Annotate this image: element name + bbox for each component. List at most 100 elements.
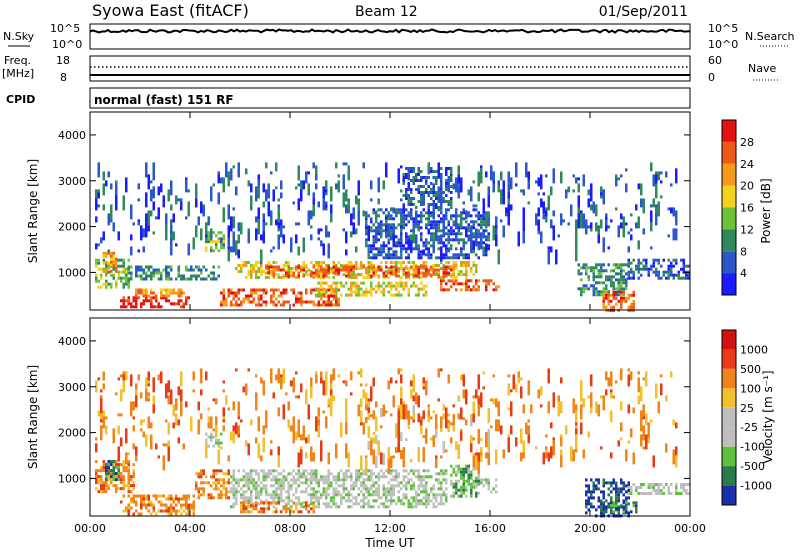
velocity-echo-cell (372, 499, 375, 503)
power-echo-cell (342, 174, 345, 190)
power-echo-cell (125, 273, 128, 277)
power-echo-cell (400, 165, 403, 169)
power-echo-cell (317, 264, 320, 267)
power-echo-cell (410, 284, 413, 288)
power-echo-cell (235, 303, 238, 307)
velocity-echo-cell (277, 487, 280, 491)
velocity-echo-cell (142, 431, 145, 438)
power-echo-cell (560, 171, 563, 184)
power-echo-cell (415, 176, 418, 179)
power-echo-cell (630, 261, 633, 265)
power-echo-cell (282, 288, 285, 292)
velocity-echo-cell (622, 493, 625, 497)
velocity-echo-cell (240, 478, 243, 482)
power-echo-cell (257, 276, 260, 279)
power-echo-cell (450, 168, 453, 175)
power-echo-cell (395, 274, 398, 278)
power-echo-cell (370, 281, 373, 285)
velocity-echo-cell (207, 444, 210, 448)
power-echo-cell (627, 246, 630, 253)
power-echo-cell (370, 220, 373, 224)
power-echo-cell (222, 294, 225, 298)
power-echo-cell (205, 237, 208, 241)
power-echo-cell (477, 279, 480, 283)
power-echo-cell (495, 234, 498, 247)
power-echo-cell (327, 294, 330, 298)
power-echo-cell (392, 217, 395, 221)
velocity-echo-cell (120, 437, 123, 447)
power-echo-cell (327, 284, 330, 288)
velocity-echo-cell (377, 496, 380, 500)
velocity-echo-cell (465, 485, 468, 489)
power-echo-cell (442, 265, 445, 269)
power-echo-cell (237, 297, 240, 301)
velocity-echo-cell (352, 496, 355, 500)
power-echo-cell (442, 225, 445, 238)
power-colorbar-segment (722, 120, 736, 142)
power-echo-cell (115, 183, 118, 199)
velocity-echo-cell (310, 499, 313, 503)
power-echo-cell (332, 303, 335, 307)
velocity-echo-cell (327, 493, 330, 497)
power-echo-cell (157, 302, 160, 306)
velocity-echo-cell (132, 472, 135, 476)
velocity-echo-cell (252, 502, 255, 506)
power-echo-cell (447, 265, 450, 269)
power-echo-cell (365, 229, 368, 233)
velocity-echo-cell (647, 486, 650, 489)
velocity-echo-cell (162, 509, 165, 513)
power-echo-cell (622, 296, 625, 300)
velocity-echo-cell (430, 499, 433, 503)
velocity-echo-cell (462, 467, 465, 471)
power-echo-cell (412, 231, 415, 244)
power-echo-cell (335, 284, 338, 288)
velocity-echo-cell (470, 491, 473, 495)
velocity-echo-cell (132, 494, 135, 498)
power-echo-cell (132, 222, 135, 226)
power-echo-cell (390, 247, 393, 251)
velocity-echo-cell (540, 386, 543, 396)
power-echo-cell (465, 282, 468, 286)
power-echo-cell (335, 268, 338, 272)
velocity-echo-cell (255, 504, 258, 508)
power-echo-cell (232, 297, 235, 301)
velocity-echo-cell (440, 487, 443, 491)
power-echo-cell (617, 293, 620, 297)
power-echo-cell (400, 234, 403, 241)
power-echo-cell (397, 223, 400, 227)
power-echo-cell (595, 266, 598, 270)
velocity-echo-cell (265, 493, 268, 497)
power-echo-cell (300, 297, 303, 301)
power-echo-cell (400, 281, 403, 285)
power-echo-cell (242, 261, 245, 264)
power-echo-cell (130, 204, 133, 220)
power-echo-cell (267, 265, 270, 269)
power-echo-cell (600, 275, 603, 279)
velocity-echo-cell (625, 449, 628, 462)
velocity-echo-cell (255, 484, 258, 488)
power-echo-cell (477, 223, 480, 227)
power-echo-cell (207, 240, 210, 244)
power-echo-cell (445, 238, 448, 242)
velocity-colorbar-label: Velocity [m s⁻¹] (761, 370, 775, 463)
velocity-echo-cell (307, 404, 310, 420)
velocity-echo-cell (482, 484, 485, 488)
velocity-echo-cell (560, 437, 563, 447)
power-echo-cell (385, 231, 388, 238)
freq-hi: 18 (56, 54, 70, 67)
power-echo-cell (325, 225, 328, 238)
power-echo-cell (602, 290, 605, 294)
power-echo-cell (212, 274, 215, 278)
power-echo-cell (592, 278, 595, 282)
power-echo-cell (442, 241, 445, 245)
power-echo-cell (432, 194, 435, 197)
velocity-echo-cell (307, 504, 310, 508)
power-echo-cell (125, 305, 128, 309)
velocity-echo-cell (430, 490, 433, 494)
power-echo-cell (435, 203, 438, 206)
power-echo-cell (317, 274, 320, 278)
velocity-echo-cell (397, 475, 400, 479)
power-echo-cell (430, 253, 433, 257)
velocity-echo-cell (610, 499, 613, 503)
power-echo-cell (470, 234, 473, 244)
